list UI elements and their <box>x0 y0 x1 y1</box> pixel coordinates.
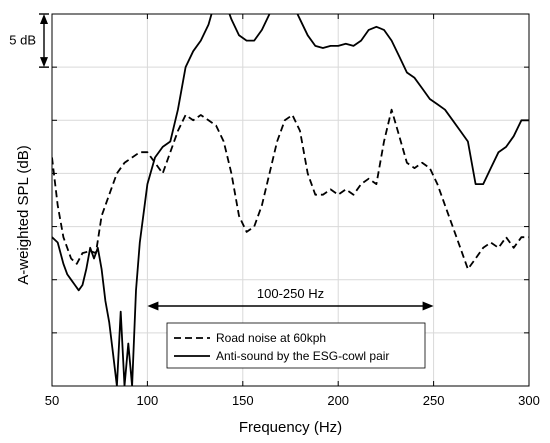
band-label: 100-250 Hz <box>257 286 324 301</box>
ticks: 50 100 150 200 250 300 <box>45 13 540 408</box>
band-arrow-head-left <box>147 301 159 311</box>
band-arrow-head-right <box>422 301 434 311</box>
y-axis-label: A-weighted SPL (dB) <box>15 145 32 285</box>
series-line-road-noise <box>52 108 529 270</box>
x-tick-label: 250 <box>423 393 445 408</box>
x-tick-label: 200 <box>327 393 349 408</box>
scale-label: 5 dB <box>9 33 36 48</box>
series-layer <box>52 14 529 386</box>
legend-box <box>166 322 426 369</box>
x-tick-label: 100 <box>137 393 159 408</box>
x-tick-label: 300 <box>518 393 540 408</box>
legend-label-anti-sound: Anti-sound by the ESG-cowl pair <box>216 349 389 363</box>
legend-label-road-noise: Road noise at 60kph <box>216 331 326 345</box>
scale-annotation: 5 dB <box>9 13 49 68</box>
series-line-anti-sound <box>52 14 529 386</box>
x-tick-label: 150 <box>232 393 254 408</box>
x-tick-label: 50 <box>45 393 59 408</box>
scale-arrow-head-top <box>40 14 48 24</box>
scale-arrow-head-bottom <box>40 57 48 68</box>
plot-frame <box>51 13 530 387</box>
band-annotation: 100-250 Hz <box>147 286 434 311</box>
x-axis-label: Frequency (Hz) <box>239 419 342 436</box>
legend: Road noise at 60kph Anti-sound by the ES… <box>166 322 426 369</box>
